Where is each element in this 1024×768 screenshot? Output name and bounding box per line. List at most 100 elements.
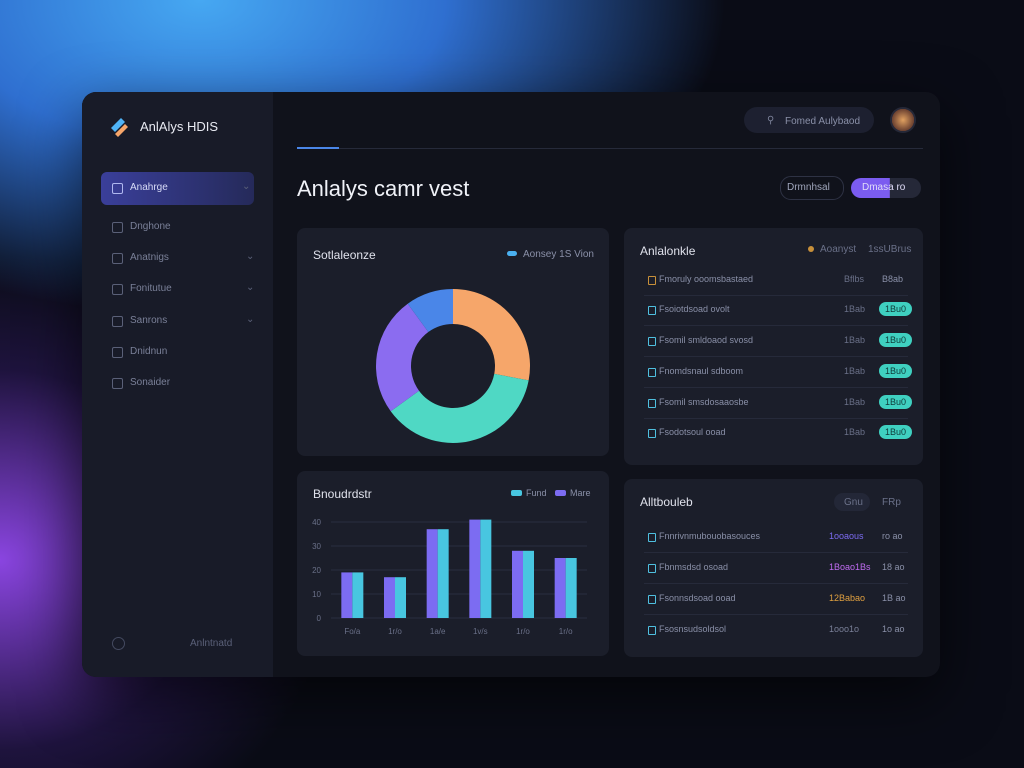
nav-icon — [112, 253, 123, 264]
row-label[interactable]: Fsoiotdsoad ovolt — [659, 304, 730, 314]
status-badge: 1Bu0 — [879, 333, 913, 347]
bar — [512, 550, 523, 618]
filter[interactable]: 1ssUBrus — [868, 244, 912, 255]
row-value: 1Bab — [844, 335, 866, 345]
bar — [437, 529, 449, 618]
y-tick-label: 10 — [312, 590, 321, 599]
row-divider — [644, 295, 908, 296]
row-label[interactable]: Fsodotsoul ooad — [659, 427, 726, 437]
legend-swatch — [511, 490, 522, 496]
row-divider — [644, 325, 908, 326]
row-icon — [648, 306, 656, 315]
row-icon — [648, 626, 656, 635]
row-divider — [644, 418, 908, 419]
row-label[interactable]: Fnomdsnaul sdboom — [659, 366, 744, 376]
chevron: ⌄ — [242, 181, 251, 192]
search-placeholder[interactable]: Fomed Aulybaod — [785, 116, 861, 127]
row-extra: ro ao — [882, 531, 903, 541]
divider — [297, 148, 923, 149]
nav-icon — [112, 222, 123, 233]
donut-segment — [390, 373, 529, 444]
y-tick-label: 0 — [317, 614, 322, 623]
row-divider — [644, 614, 908, 615]
row-icon — [648, 533, 656, 542]
bar — [352, 572, 364, 618]
divider-accent — [297, 147, 339, 149]
nav-item[interactable]: Anahrge — [130, 182, 168, 193]
row-value: 1Boao1Bs — [829, 562, 871, 572]
row-icon — [648, 399, 656, 408]
status-badge: 1Bu0 — [879, 425, 913, 439]
row-label[interactable]: Fmoruly ooomsbastaed — [659, 274, 754, 284]
bar — [469, 519, 481, 618]
legend-label: Aonsey 1S Vion — [523, 249, 594, 260]
bar — [341, 572, 353, 618]
row-extra: 1o ao — [882, 624, 905, 634]
app-name: AnlAlys HDIS — [140, 119, 219, 134]
row-divider — [644, 583, 908, 584]
y-tick-label: 40 — [312, 518, 321, 527]
bar — [395, 577, 406, 618]
chevron: ⌄ — [246, 314, 255, 325]
filter[interactable]: FRp — [882, 497, 901, 508]
row-value: Bflbs — [844, 274, 865, 284]
bar — [480, 519, 492, 618]
row-extra: 18 ao — [882, 562, 905, 572]
bar — [384, 577, 395, 618]
button[interactable] — [851, 178, 921, 198]
filter[interactable]: Gnu — [844, 497, 863, 508]
button[interactable] — [780, 176, 844, 200]
sidebar-footer[interactable]: Anlntnatd — [190, 638, 233, 649]
row-divider — [644, 387, 908, 388]
legend-swatch — [507, 251, 517, 256]
status-badge: 1Bu0 — [879, 302, 913, 316]
button-label[interactable]: Drmnhsal — [787, 182, 830, 193]
row-value: 1Bab — [844, 366, 866, 376]
bar — [426, 529, 438, 618]
status-dot — [808, 246, 814, 252]
row-label[interactable]: Fsonnsdsoad ooad — [659, 593, 736, 603]
bar — [554, 558, 566, 618]
row-icon — [648, 368, 656, 377]
row-divider — [644, 356, 908, 357]
row-value: 1Bab — [844, 304, 866, 314]
avatar[interactable] — [890, 107, 916, 133]
row-label[interactable]: Fbnmsdsd osoad — [659, 562, 729, 572]
y-tick-label: 20 — [312, 566, 321, 575]
donut-chart — [376, 289, 531, 444]
filter[interactable]: Aoanyst — [820, 244, 857, 255]
nav-item[interactable]: Dnidnun — [130, 346, 168, 357]
status-badge: 1Bu0 — [879, 364, 913, 378]
logo — [111, 118, 128, 137]
bar-chart: 0 10 20 30 40 Fo/a 1r/o 1a/e 1v/s 1r/o 1r/o Fund Mar… — [312, 488, 590, 636]
nav-item[interactable]: Sonaider — [130, 377, 171, 388]
row-label[interactable]: Fsomil smldoaod svosd — [659, 335, 754, 345]
row-value: 1Bab — [844, 397, 866, 407]
nav-item[interactable]: Dnghone — [130, 221, 171, 232]
search-box[interactable] — [744, 107, 874, 133]
x-tick-label: 1r/o — [559, 627, 573, 636]
row-label[interactable]: Fnnrivnmubouobasouces — [659, 531, 761, 541]
app-window: AnlAlys HDIS Anlntnatd Anahrge ⌄ Dnghone An… — [82, 92, 940, 677]
filter-chip[interactable] — [834, 493, 870, 511]
row-label[interactable]: Fsomil smsdosaaosbe — [659, 397, 749, 407]
nav-item[interactable]: Anatnigs — [130, 252, 169, 263]
x-tick-label: 1r/o — [388, 627, 402, 636]
bar — [523, 550, 534, 618]
attributes-panel: Alltbouleb Gnu FRp Fnnrivnmubouobasouces… — [624, 479, 923, 657]
nav-item[interactable]: Fonitutue — [130, 283, 172, 294]
button-label[interactable]: Dmasa ro — [862, 182, 906, 193]
nav-icon — [112, 284, 123, 295]
footer-icon — [112, 637, 125, 650]
nav-item[interactable]: Sanrons — [130, 315, 168, 326]
panel-title: Sotlaleonze — [313, 248, 376, 262]
row-label[interactable]: Fsosnsudsoldsol — [659, 624, 727, 634]
row-icon — [648, 276, 656, 285]
row-divider — [644, 552, 908, 553]
row-value: 12Babao — [829, 593, 866, 603]
nav-icon — [112, 183, 123, 194]
nav-icon — [112, 316, 123, 327]
x-tick-label: 1a/e — [430, 627, 446, 636]
x-tick-label: 1r/o — [516, 627, 530, 636]
